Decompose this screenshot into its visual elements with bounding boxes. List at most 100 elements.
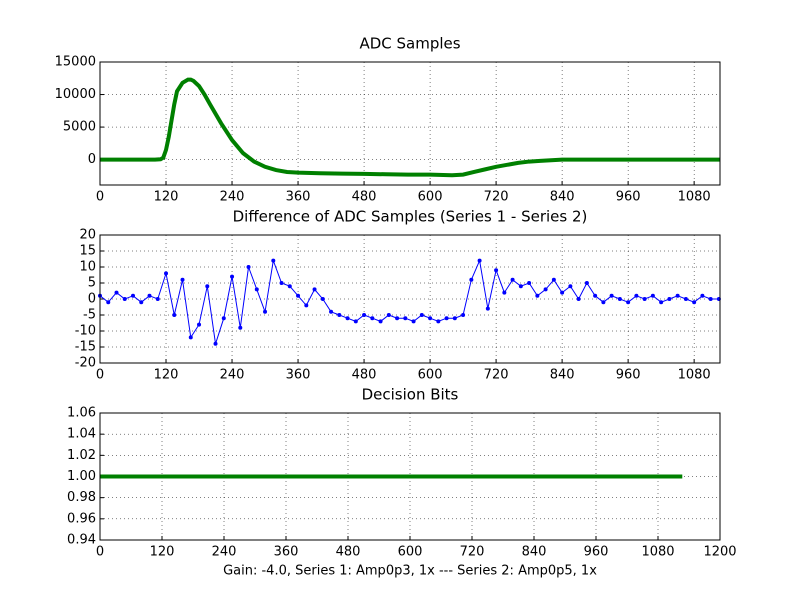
data-point — [329, 309, 334, 314]
y-tick-label: 0.94 — [67, 533, 96, 548]
data-point — [461, 313, 466, 317]
x-tick-label: 840 — [522, 545, 547, 560]
data-point — [708, 297, 713, 301]
x-tick-label: 120 — [150, 545, 175, 560]
data-point — [403, 316, 408, 321]
data-point — [675, 293, 680, 298]
x-tick-label: 360 — [286, 368, 311, 383]
data-point — [444, 316, 449, 321]
data-point — [642, 297, 647, 301]
data-point — [271, 258, 276, 263]
data-point — [238, 325, 243, 330]
data-point — [362, 313, 367, 317]
data-point — [155, 297, 160, 301]
data-point — [147, 293, 152, 298]
chart-title: ADC Samples — [359, 35, 460, 53]
x-tick-label: 240 — [220, 190, 245, 205]
x-axis-label: Gain: -4.0, Series 1: Amp0p3, 1x --- Ser… — [223, 564, 597, 579]
data-point — [452, 316, 457, 321]
data-point — [287, 284, 292, 289]
data-point — [304, 303, 309, 308]
data-point — [485, 306, 490, 311]
chart-title: Decision Bits — [362, 386, 459, 404]
data-point — [114, 290, 119, 295]
y-tick-label: -20 — [75, 356, 96, 371]
data-point — [395, 316, 400, 321]
data-point — [320, 297, 325, 301]
data-point — [296, 293, 301, 298]
data-point — [197, 322, 202, 327]
data-point — [279, 281, 284, 285]
x-tick-label: 600 — [418, 368, 443, 383]
data-point — [700, 293, 705, 298]
y-tick-label: 1.04 — [67, 427, 96, 442]
data-point — [659, 300, 664, 305]
data-point — [345, 316, 350, 321]
x-tick-label: 480 — [352, 190, 377, 205]
x-tick-label: 480 — [352, 368, 377, 383]
x-tick-label: 720 — [484, 190, 509, 205]
x-tick-label: 720 — [484, 368, 509, 383]
data-point — [634, 293, 639, 298]
data-point — [353, 319, 358, 324]
x-tick-label: 600 — [418, 190, 443, 205]
y-tick-label: 0.96 — [67, 511, 96, 526]
data-point — [477, 258, 482, 263]
data-point — [626, 300, 631, 305]
data-point — [172, 313, 177, 317]
data-point — [106, 300, 111, 305]
data-point — [131, 293, 136, 298]
data-point — [164, 271, 169, 276]
x-tick-label: 1080 — [678, 368, 711, 383]
data-point — [139, 300, 144, 305]
x-tick-label: 960 — [616, 190, 641, 205]
data-point — [370, 316, 375, 321]
data-point — [518, 284, 523, 289]
y-tick-label: 1.02 — [67, 448, 96, 463]
data-point — [494, 268, 499, 273]
x-tick-label: 120 — [154, 368, 179, 383]
data-point — [692, 300, 697, 305]
x-tick-label: 1080 — [641, 545, 674, 560]
data-point — [510, 277, 515, 282]
data-line — [100, 77, 720, 178]
y-tick-label: 20 — [79, 228, 96, 243]
data-point — [230, 274, 235, 279]
data-point — [667, 297, 672, 301]
data-point — [436, 319, 441, 324]
data-line — [100, 258, 719, 344]
y-tick-label: 15 — [79, 244, 96, 259]
x-tick-label: 240 — [212, 545, 237, 560]
data-point — [609, 293, 614, 298]
x-tick-label: 0 — [96, 545, 104, 560]
data-point — [122, 297, 127, 301]
y-tick-label: -15 — [75, 340, 96, 355]
data-point — [551, 277, 556, 282]
data-point — [469, 277, 474, 282]
y-tick-label: 5 — [88, 276, 96, 291]
plot-frame — [99, 61, 721, 186]
data-point — [188, 335, 193, 340]
data-point — [221, 316, 226, 321]
data-point — [601, 300, 606, 305]
y-tick-label: -10 — [75, 324, 96, 339]
data-point — [568, 284, 573, 289]
x-tick-label: 840 — [550, 368, 575, 383]
x-tick-label: 1080 — [678, 190, 711, 205]
x-tick-label: 960 — [616, 368, 641, 383]
plot-background — [100, 62, 720, 185]
data-point — [205, 284, 210, 289]
y-tick-label: 0 — [88, 152, 96, 167]
x-tick-label: 480 — [336, 545, 361, 560]
y-tick-label: 10000 — [55, 87, 96, 102]
data-point — [213, 341, 218, 346]
y-tick-label: 1.06 — [67, 406, 96, 421]
data-point — [576, 297, 581, 301]
data-point — [535, 293, 540, 298]
data-point — [650, 293, 655, 298]
plot-frame — [99, 412, 721, 541]
data-point — [254, 287, 259, 292]
x-tick-label: 0 — [96, 368, 104, 383]
x-tick-label: 120 — [154, 190, 179, 205]
